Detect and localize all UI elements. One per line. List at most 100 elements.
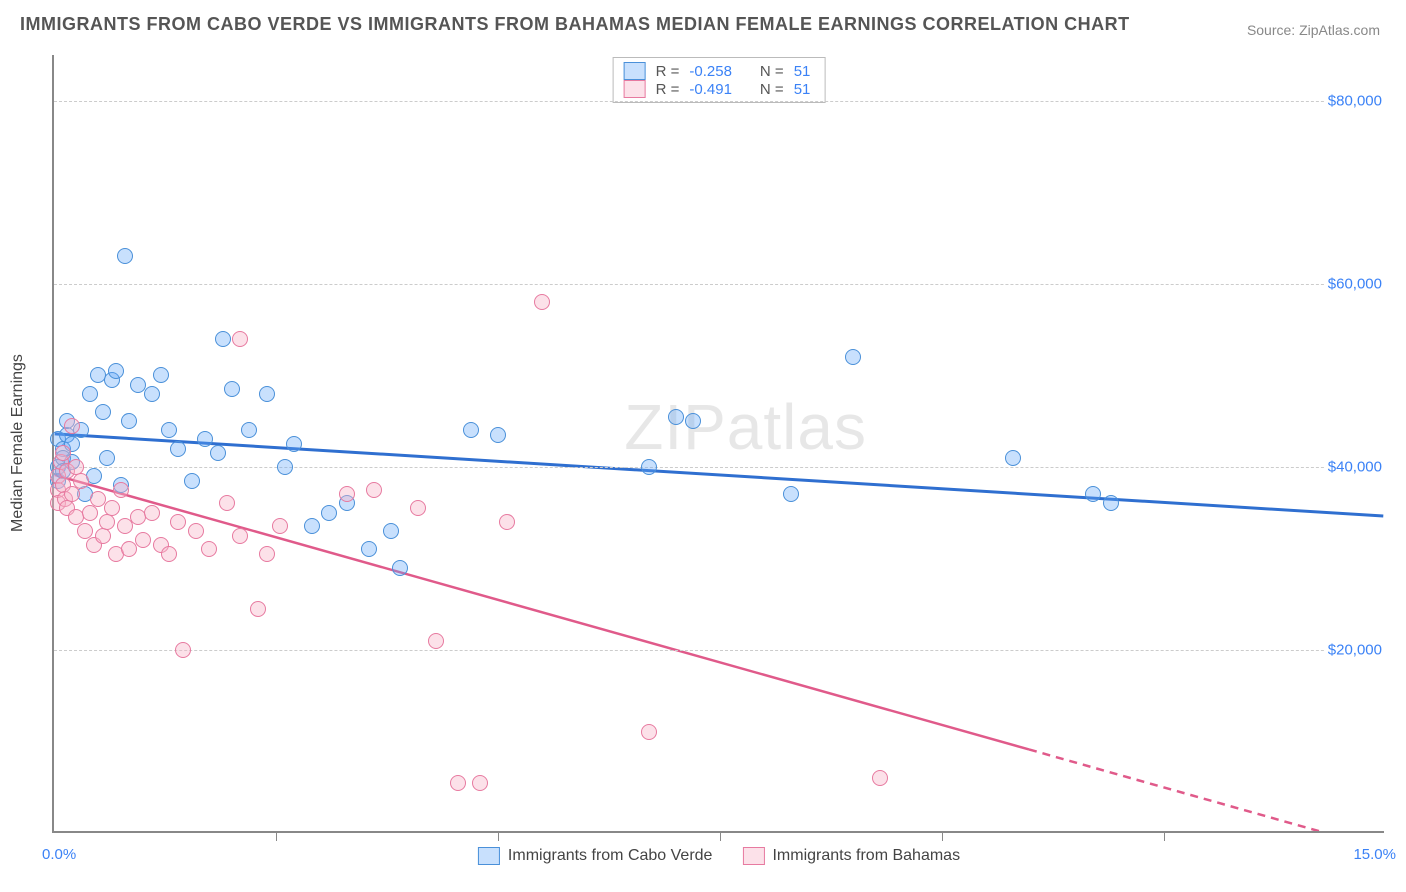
legend-label: Immigrants from Cabo Verde (508, 847, 713, 865)
data-point (104, 500, 120, 516)
legend-swatch (624, 62, 646, 80)
data-point (113, 482, 129, 498)
data-point (450, 775, 466, 791)
data-point (463, 422, 479, 438)
data-point (175, 642, 191, 658)
data-point (685, 413, 701, 429)
data-point (472, 775, 488, 791)
data-point (534, 294, 550, 310)
x-tick (942, 831, 943, 841)
data-point (64, 486, 80, 502)
data-point (153, 367, 169, 383)
data-point (170, 514, 186, 530)
data-point (277, 459, 293, 475)
y-tick-label: $20,000 (1324, 641, 1386, 658)
data-point (272, 518, 288, 534)
legend-row: R =-0.258N =51 (624, 62, 811, 80)
data-point (232, 528, 248, 544)
data-point (241, 422, 257, 438)
x-tick (720, 831, 721, 841)
data-point (321, 505, 337, 521)
data-point (392, 560, 408, 576)
data-point (668, 409, 684, 425)
gridline (54, 284, 1384, 285)
series-legend: Immigrants from Cabo Verde Immigrants fro… (478, 847, 960, 865)
n-label: N = (760, 63, 784, 80)
data-point (144, 386, 160, 402)
legend-swatch (624, 80, 646, 98)
data-point (99, 450, 115, 466)
y-tick-label: $80,000 (1324, 92, 1386, 109)
legend-item: Immigrants from Cabo Verde (478, 847, 713, 865)
data-point (161, 422, 177, 438)
legend-swatch (742, 847, 764, 865)
r-value: -0.491 (689, 81, 732, 98)
plot-area: Median Female Earnings ZIPatlas R =-0.25… (52, 55, 1384, 833)
data-point (144, 505, 160, 521)
watermark: ZIPatlas (624, 390, 867, 464)
gridline (54, 101, 1384, 102)
legend-label: Immigrants from Bahamas (772, 847, 960, 865)
legend-swatch (478, 847, 500, 865)
source-link[interactable]: ZipAtlas.com (1299, 22, 1380, 38)
data-point (188, 523, 204, 539)
data-point (121, 413, 137, 429)
data-point (64, 418, 80, 434)
data-point (410, 500, 426, 516)
data-point (201, 541, 217, 557)
data-point (641, 459, 657, 475)
data-point (210, 445, 226, 461)
data-point (95, 528, 111, 544)
data-point (135, 532, 151, 548)
data-point (108, 363, 124, 379)
data-point (1103, 495, 1119, 511)
x-tick (276, 831, 277, 841)
data-point (490, 427, 506, 443)
x-tick (498, 831, 499, 841)
data-point (95, 404, 111, 420)
data-point (224, 381, 240, 397)
y-axis-title: Median Female Earnings (9, 354, 27, 532)
data-point (55, 445, 71, 461)
data-point (250, 601, 266, 617)
data-point (219, 495, 235, 511)
legend-item: Immigrants from Bahamas (742, 847, 960, 865)
data-point (215, 331, 231, 347)
data-point (73, 473, 89, 489)
data-point (161, 546, 177, 562)
data-point (783, 486, 799, 502)
data-point (184, 473, 200, 489)
data-point (383, 523, 399, 539)
data-point (259, 546, 275, 562)
gridline (54, 650, 1384, 651)
y-tick-label: $60,000 (1324, 275, 1386, 292)
data-point (99, 514, 115, 530)
source-prefix: Source: (1247, 22, 1299, 38)
x-tick (1164, 831, 1165, 841)
data-point (845, 349, 861, 365)
chart-title: IMMIGRANTS FROM CABO VERDE VS IMMIGRANTS… (20, 14, 1130, 35)
data-point (872, 770, 888, 786)
data-point (232, 331, 248, 347)
data-point (304, 518, 320, 534)
data-point (641, 724, 657, 740)
r-label: R = (656, 81, 680, 98)
y-tick-label: $40,000 (1324, 458, 1386, 475)
data-point (197, 431, 213, 447)
data-point (366, 482, 382, 498)
trend-lines (54, 55, 1384, 831)
data-point (117, 248, 133, 264)
data-point (170, 441, 186, 457)
gridline (54, 467, 1384, 468)
data-point (259, 386, 275, 402)
r-label: R = (656, 63, 680, 80)
n-label: N = (760, 81, 784, 98)
data-point (499, 514, 515, 530)
data-point (428, 633, 444, 649)
data-point (361, 541, 377, 557)
n-value: 51 (794, 81, 811, 98)
r-value: -0.258 (689, 63, 732, 80)
x-axis-max-label: 15.0% (1353, 846, 1396, 863)
data-point (286, 436, 302, 452)
data-point (1085, 486, 1101, 502)
